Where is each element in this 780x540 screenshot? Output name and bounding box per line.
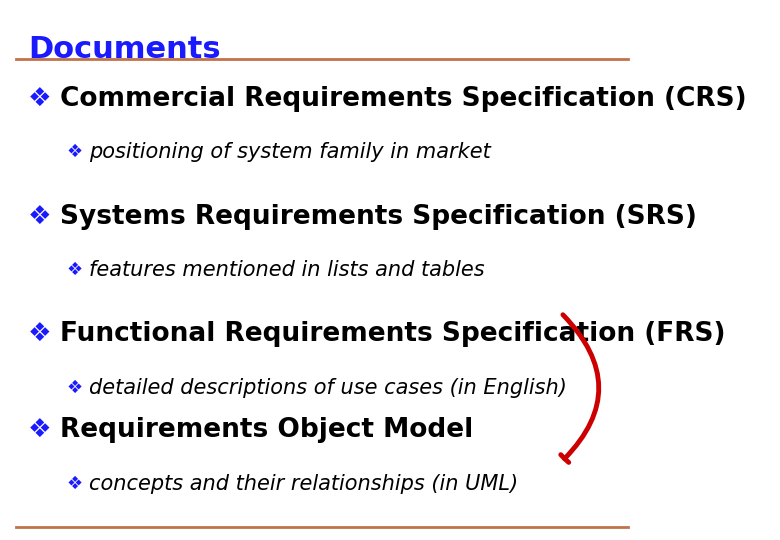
Text: features mentioned in lists and tables: features mentioned in lists and tables [89, 260, 484, 280]
Text: Commercial Requirements Specification (CRS): Commercial Requirements Specification (C… [60, 86, 746, 112]
Text: ❖: ❖ [66, 379, 83, 396]
Text: Functional Requirements Specification (FRS): Functional Requirements Specification (F… [60, 321, 725, 347]
Text: ❖: ❖ [28, 417, 52, 443]
Text: ❖: ❖ [66, 261, 83, 279]
Text: Systems Requirements Specification (SRS): Systems Requirements Specification (SRS) [60, 204, 697, 230]
Text: detailed descriptions of use cases (in English): detailed descriptions of use cases (in E… [89, 377, 567, 397]
Text: ❖: ❖ [28, 321, 52, 347]
Text: ❖: ❖ [66, 475, 83, 493]
Text: Requirements Object Model: Requirements Object Model [60, 417, 473, 443]
Text: Documents: Documents [28, 35, 221, 64]
Text: positioning of system family in market: positioning of system family in market [89, 143, 491, 163]
Text: ❖: ❖ [28, 204, 52, 230]
Text: ❖: ❖ [66, 144, 83, 161]
Text: ❖: ❖ [28, 86, 52, 112]
Text: concepts and their relationships (in UML): concepts and their relationships (in UML… [89, 474, 518, 494]
